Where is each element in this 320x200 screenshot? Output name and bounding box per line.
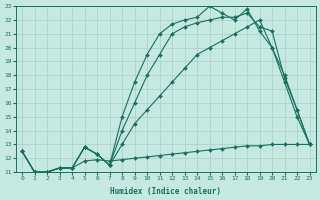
X-axis label: Humidex (Indice chaleur): Humidex (Indice chaleur)	[110, 187, 221, 196]
